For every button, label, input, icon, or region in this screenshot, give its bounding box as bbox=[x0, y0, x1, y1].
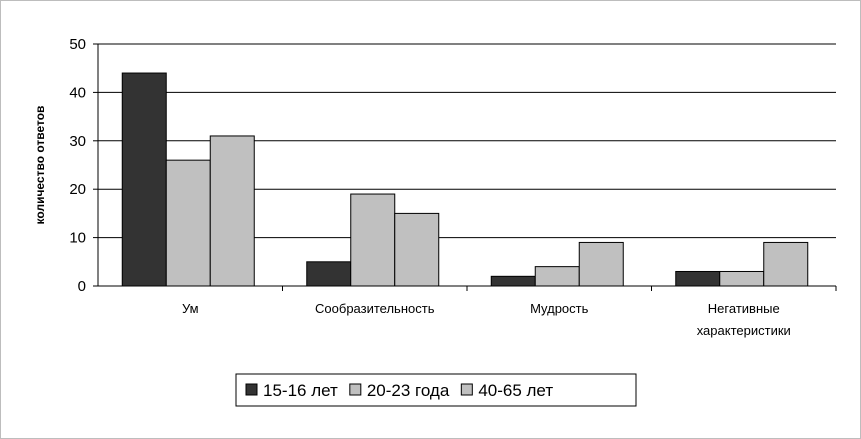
x-category-label: Сообразительность bbox=[315, 301, 435, 316]
bar bbox=[675, 270, 721, 287]
legend-swatch bbox=[349, 383, 362, 396]
legend-swatch bbox=[245, 383, 258, 396]
bar bbox=[719, 270, 765, 287]
bar bbox=[165, 159, 211, 287]
y-tick-label: 30 bbox=[69, 133, 86, 150]
x-category-label: Негативные bbox=[708, 301, 780, 316]
y-tick-label: 0 bbox=[78, 278, 86, 295]
x-category-label: Ум bbox=[182, 301, 199, 316]
bar bbox=[578, 241, 624, 287]
axes bbox=[93, 43, 837, 291]
y-tick-label: 20 bbox=[69, 181, 86, 198]
legend-box bbox=[235, 373, 637, 407]
bar bbox=[121, 72, 167, 287]
bar bbox=[763, 241, 809, 287]
bar bbox=[209, 135, 255, 287]
legend: 15-16 лет 20-23 года 40-65 лет bbox=[235, 373, 637, 407]
legend-label: 15-16 лет bbox=[263, 381, 338, 400]
bar bbox=[350, 193, 396, 287]
bar bbox=[394, 212, 440, 287]
bars bbox=[121, 72, 809, 287]
legend-swatch bbox=[460, 383, 473, 396]
bar bbox=[534, 266, 580, 287]
legend-label: 20-23 года bbox=[367, 381, 450, 400]
y-tick-label: 50 bbox=[69, 36, 86, 53]
x-category-label: характеристики bbox=[697, 323, 791, 338]
y-tick-labels: 0 10 20 30 40 50 bbox=[69, 36, 86, 295]
legend-label: 40-65 лет bbox=[478, 381, 553, 400]
y-axis-title: количество ответов bbox=[33, 106, 47, 225]
y-tick-label: 10 bbox=[69, 230, 86, 247]
bar bbox=[490, 275, 536, 287]
x-category-label: Мудрость bbox=[530, 301, 589, 316]
x-category-labels: Ум Сообразительность Мудрость Негативные хар… bbox=[182, 301, 791, 338]
y-tick-label: 40 bbox=[69, 84, 86, 101]
bar bbox=[306, 261, 352, 287]
